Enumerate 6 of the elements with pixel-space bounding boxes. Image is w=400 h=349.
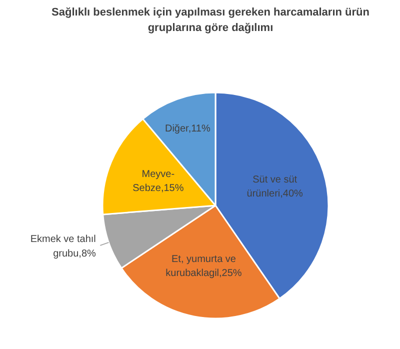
- slice-label: Diğer,11%: [164, 124, 210, 135]
- slice-label: Et, yumurta ve kurubaklagil,25%: [166, 254, 242, 280]
- slice-label: Ekmek ve tahıl grubu,8%: [30, 234, 96, 260]
- slice-label: Süt ve süt ürünleri,40%: [246, 174, 304, 200]
- slice-label: Meyve-Sebze,15%: [132, 168, 184, 194]
- chart-title: Sağlıklı beslenmek için yapılması gereken harcamaların ürün gruplarına göre dağılımı: [52, 6, 370, 34]
